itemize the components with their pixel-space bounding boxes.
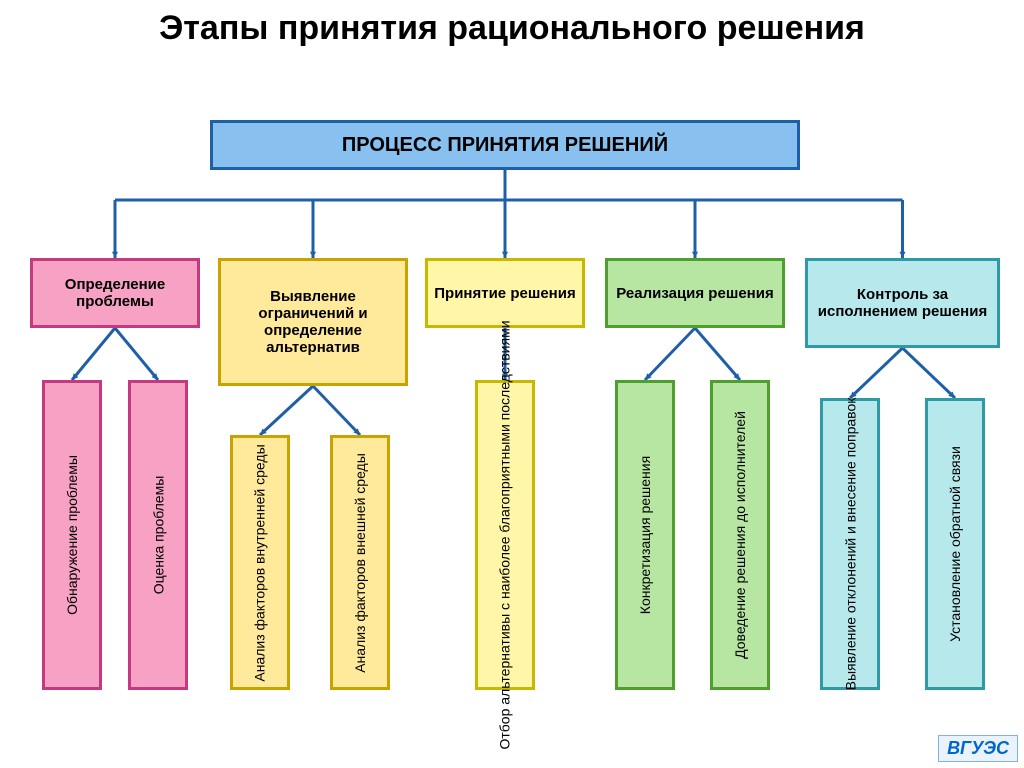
stage-box-5: Контроль за исполнением решения [805,258,1000,348]
page-title: Этапы принятия рационального решения [0,0,1024,47]
child-label: Доведение решения до исполнителей [732,411,748,659]
stage-box-4: Реализация решения [605,258,785,328]
child-label: Оценка проблемы [150,476,166,595]
child-label: Выявление отклонений и внесение поправок [842,398,858,691]
child-label: Анализ факторов внешней среды [352,453,368,673]
stage-1-child-1: Обнаружение проблемы [42,380,102,690]
stage-box-2: Выявление ограничений и определение альт… [218,258,408,386]
child-label: Анализ факторов внутренней среды [252,444,268,681]
child-label: Конкретизация решения [637,456,653,614]
stage-1-child-2: Оценка проблемы [128,380,188,690]
stage-3-child-1: Отбор альтернативы с наиболее благоприят… [475,380,535,690]
root-box: ПРОЦЕСС ПРИНЯТИЯ РЕШЕНИЙ [210,120,800,170]
stage-4-child-2: Доведение решения до исполнителей [710,380,770,690]
stage-2-child-2: Анализ факторов внешней среды [330,435,390,690]
footer-logo: ВГУЭС [938,735,1018,762]
stage-4-child-1: Конкретизация решения [615,380,675,690]
child-label: Отбор альтернативы с наиболее благоприят… [497,320,513,749]
stage-5-child-1: Выявление отклонений и внесение поправок [820,398,880,690]
child-label: Обнаружение проблемы [64,455,80,615]
stage-box-3: Принятие решения [425,258,585,328]
stage-5-child-2: Установление обратной связи [925,398,985,690]
stage-2-child-1: Анализ факторов внутренней среды [230,435,290,690]
stage-box-1: Определение проблемы [30,258,200,328]
child-label: Установление обратной связи [947,446,963,642]
